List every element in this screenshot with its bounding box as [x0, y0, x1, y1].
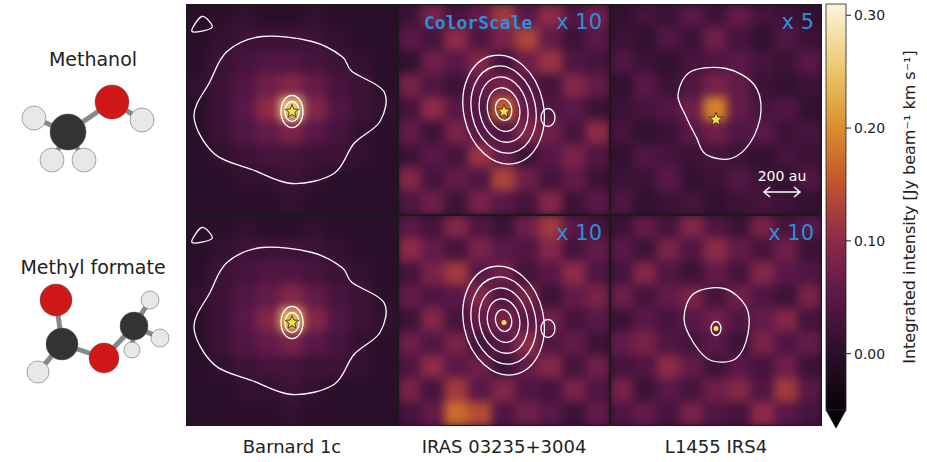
html-text:Barnard 1c: Barnard 1c — [242, 436, 342, 457]
html-text:IRAS 03235+3004: IRAS 03235+3004 — [421, 436, 587, 457]
svg-text:0.20: 0.20 — [854, 120, 885, 136]
html-text:Methanol: Methanol — [48, 48, 138, 70]
html-text:Methyl formate: Methyl formate — [20, 256, 166, 278]
html-text:ColorScale: ColorScale — [424, 12, 533, 33]
svg-text:0.00: 0.00 — [854, 346, 885, 362]
svg-text:0.30: 0.30 — [854, 7, 885, 23]
html-text:x 10: x 10 — [556, 221, 602, 245]
svg-text:Integrated intensity [Jy beam⁻: Integrated intensity [Jy beam⁻¹ km s⁻¹] — [900, 50, 919, 364]
html-text:x 10: x 10 — [556, 10, 602, 34]
svg-text:0.10: 0.10 — [854, 233, 885, 249]
html-text:L1455 IRS4: L1455 IRS4 — [664, 436, 768, 457]
html-text:x 5: x 5 — [781, 10, 814, 34]
html-text:x 10: x 10 — [768, 221, 814, 245]
html-text:200 au: 200 au — [757, 168, 807, 184]
